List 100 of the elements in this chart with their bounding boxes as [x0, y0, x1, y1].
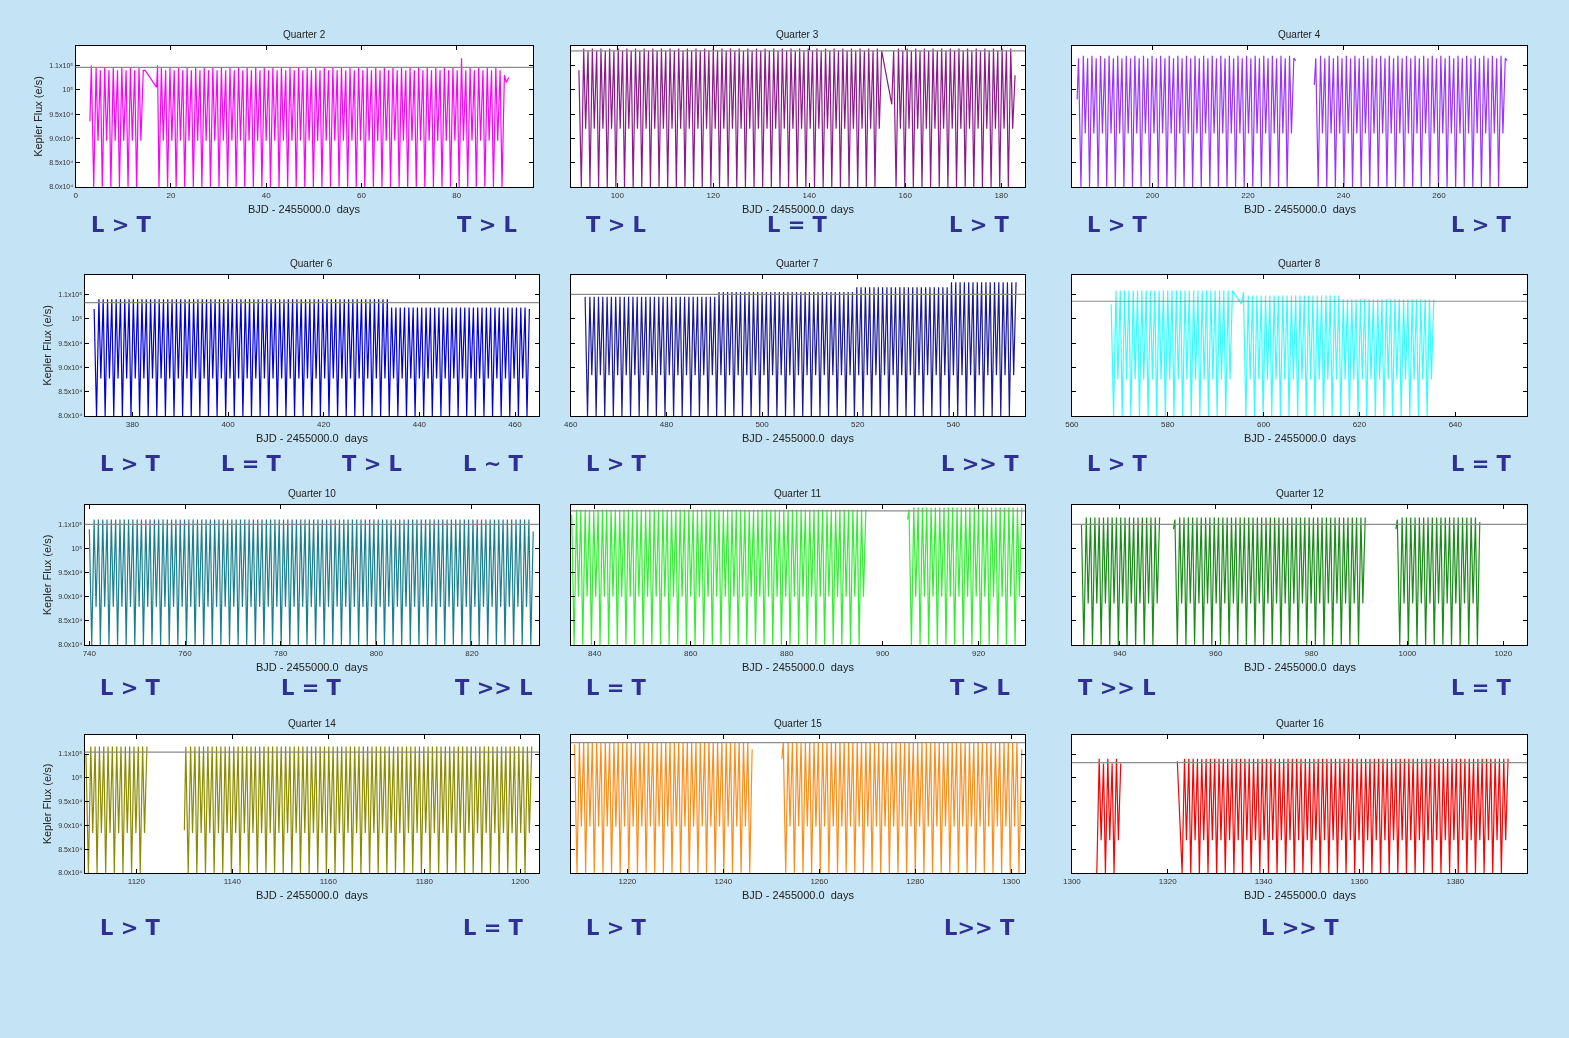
x-tick-label: 500 — [755, 419, 770, 429]
x-axis-title: BJD - 2455000.0 days — [256, 889, 369, 901]
line-series — [88, 518, 534, 645]
x-axis-title: BJD - 2455000.0 days — [1244, 432, 1357, 444]
x-tick-label: 20 — [166, 190, 176, 200]
x-tick-label: 620 — [1352, 419, 1367, 429]
x-tick-label: 160 — [898, 190, 913, 200]
x-axis-title: BJD - 2455000.0 days — [742, 661, 855, 673]
text: L > T — [1087, 452, 1148, 476]
x-tick-label: 1160 — [319, 876, 338, 886]
text: L >> T — [1261, 916, 1340, 940]
text: L > T — [91, 213, 152, 237]
x-tick-label: 260 — [1432, 190, 1447, 200]
x-tick-label: 520 — [851, 419, 865, 429]
chart-title: Quarter 3 — [776, 29, 819, 40]
x-axis-title: BJD - 2455000.0 days — [742, 203, 855, 215]
x-tick-label: 940 — [1113, 648, 1128, 658]
text: L = T — [586, 676, 647, 700]
text: L > T — [586, 452, 647, 476]
x-tick-label: 0 — [73, 190, 79, 200]
x-tick-label: 40 — [261, 190, 272, 200]
text: L > T — [100, 676, 161, 700]
x-tick-label: 1140 — [223, 876, 242, 886]
y-axis-title: Kepler Flux (e/s) — [40, 305, 53, 386]
x-tick-label: 960 — [1208, 648, 1223, 658]
x-tick-label: 140 — [802, 190, 817, 200]
x-tick-label: 460 — [564, 419, 578, 429]
text: L = T — [281, 676, 342, 700]
x-tick-label: 860 — [684, 648, 698, 658]
x-tick-label: 100 — [610, 190, 625, 200]
x-tick-label: 200 — [1145, 190, 1160, 200]
text: T >> L — [1078, 676, 1156, 700]
text: L = T — [1451, 676, 1512, 700]
text: L = T — [1451, 452, 1512, 476]
x-tick-label: 380 — [125, 419, 140, 429]
text: L >> T — [941, 452, 1020, 476]
chart-title: Quarter 10 — [288, 488, 337, 499]
y-axis-title: Kepler Flux (e/s) — [31, 76, 44, 157]
x-tick-label: 1200 — [511, 876, 530, 886]
chart-title: Quarter 16 — [1276, 718, 1325, 729]
text: L = T — [767, 213, 828, 237]
x-tick-label: 1220 — [618, 876, 637, 886]
x-tick-label: 800 — [369, 648, 384, 658]
text: T > L — [586, 213, 646, 237]
chart-title: Quarter 12 — [1276, 488, 1325, 499]
x-tick-label: 780 — [273, 648, 288, 658]
line-series — [89, 57, 510, 187]
line-series — [93, 298, 530, 416]
text: L = T — [221, 452, 282, 476]
x-tick-label: 1360 — [1350, 876, 1369, 886]
x-tick-label: 120 — [706, 190, 721, 200]
x-tick-label: 920 — [971, 648, 986, 658]
text: L>> T — [944, 916, 1015, 940]
x-tick-label: 640 — [1448, 419, 1463, 429]
x-tick-label: 1120 — [127, 876, 146, 886]
x-tick-label: 880 — [779, 648, 794, 658]
text: T > L — [342, 452, 402, 476]
chart-title: Quarter 15 — [774, 718, 823, 729]
chart-title: Quarter 2 — [283, 29, 326, 40]
x-tick-label: 820 — [465, 648, 480, 658]
x-tick-label: 1260 — [810, 876, 829, 886]
x-tick-label: 420 — [317, 419, 331, 429]
x-axis-title: BJD - 2455000.0 days — [1244, 661, 1357, 673]
x-tick-label: 900 — [875, 648, 890, 658]
text: L > T — [1087, 213, 1148, 237]
x-tick-label: 1000 — [1398, 648, 1417, 658]
x-tick-label: 440 — [412, 419, 427, 429]
text: L > T — [949, 213, 1010, 237]
text: L > T — [1451, 213, 1512, 237]
x-tick-label: 180 — [994, 190, 1009, 200]
x-tick-label: 840 — [588, 648, 602, 658]
text: L > T — [586, 916, 647, 940]
text: T > L — [950, 676, 1010, 700]
x-tick-label: 240 — [1336, 190, 1351, 200]
x-tick-label: 740 — [82, 648, 97, 658]
y-axis-title: Kepler Flux (e/s) — [40, 763, 53, 845]
x-axis-title: BJD - 2455000.0 days — [248, 203, 361, 215]
x-tick-label: 540 — [946, 419, 961, 429]
text: L > T — [100, 452, 161, 476]
x-tick-label: 1300 — [1062, 876, 1082, 886]
text: T >> L — [455, 676, 533, 700]
chart-title: Quarter 7 — [776, 258, 819, 269]
x-tick-label: 560 — [1065, 419, 1080, 429]
x-tick-label: 580 — [1161, 419, 1175, 429]
x-tick-label: 1340 — [1254, 876, 1274, 886]
chart-title: Quarter 4 — [1278, 29, 1321, 40]
text: L = T — [463, 916, 524, 940]
x-tick-label: 1380 — [1446, 876, 1465, 886]
chart-title: Quarter 8 — [1278, 258, 1321, 269]
y-axis-title: Kepler Flux (e/s) — [40, 534, 53, 616]
x-tick-label: 60 — [357, 190, 367, 200]
x-tick-label: 1240 — [714, 876, 733, 886]
x-tick-label: 460 — [508, 419, 523, 429]
text: L > T — [100, 916, 161, 940]
x-axis-title: BJD - 2455000.0 days — [256, 432, 369, 444]
x-tick-label: 600 — [1256, 419, 1271, 429]
x-tick-label: 1320 — [1158, 876, 1178, 886]
x-tick-label: 1280 — [906, 876, 925, 886]
x-axis-title: BJD - 2455000.0 days — [1244, 203, 1357, 215]
text: T > L — [457, 213, 517, 237]
